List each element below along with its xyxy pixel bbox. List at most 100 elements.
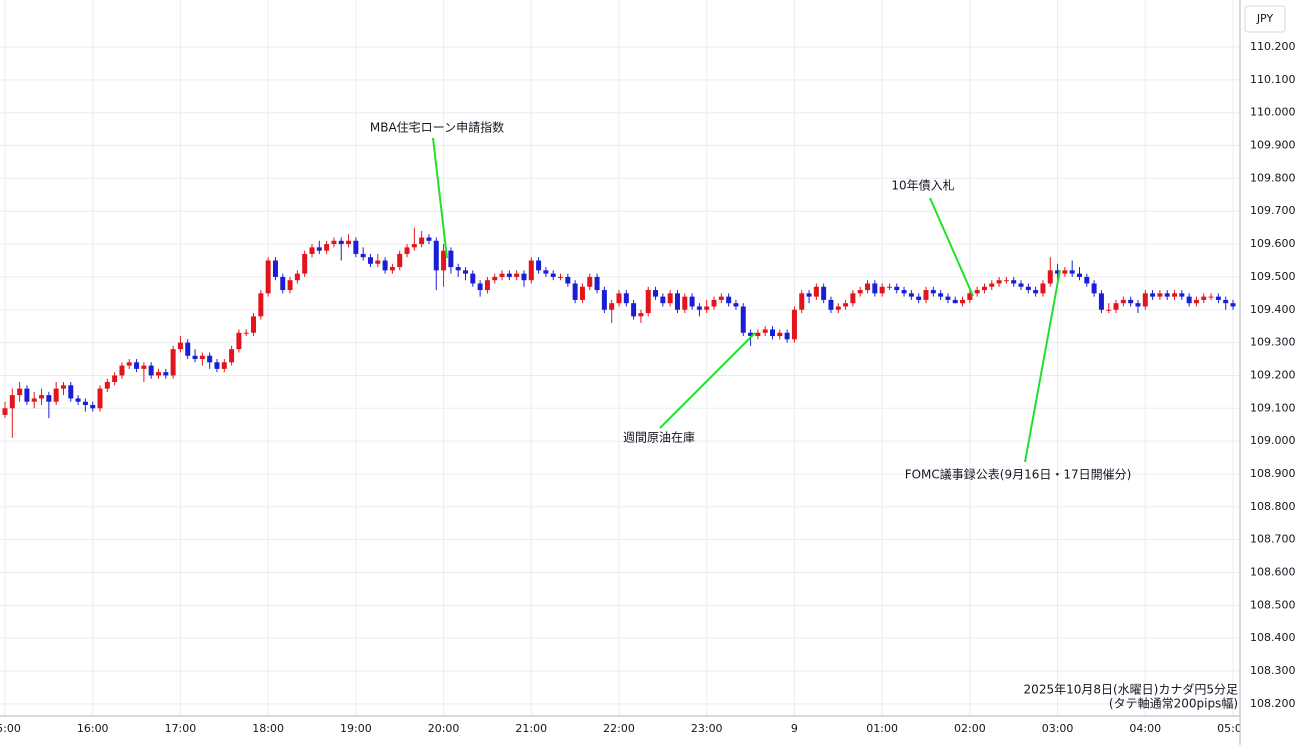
- candle-body: [755, 332, 761, 337]
- candle-body: [17, 388, 23, 396]
- candle-body: [865, 283, 871, 291]
- candle-body: [294, 273, 300, 281]
- candle-body: [1157, 293, 1163, 297]
- candle-body: [156, 372, 161, 376]
- candle-body: [1011, 280, 1017, 284]
- candle-body: [908, 293, 914, 297]
- candle-body: [170, 349, 176, 376]
- candle-body: [1106, 309, 1112, 311]
- candle-body: [828, 299, 834, 310]
- candle-body: [404, 247, 410, 254]
- y-tick-label: 110.000: [1250, 106, 1296, 119]
- candle-body: [653, 290, 659, 297]
- candle-body: [492, 276, 498, 281]
- candle-body: [601, 290, 607, 310]
- candle-body: [104, 382, 110, 389]
- candle-body: [1142, 293, 1148, 307]
- y-tick-label: 108.500: [1250, 598, 1296, 611]
- candle-body: [1135, 303, 1141, 307]
- candle-body: [185, 342, 191, 356]
- candle-body: [543, 270, 549, 274]
- candle-body: [770, 329, 775, 337]
- candle-body: [1230, 303, 1236, 307]
- x-tick-label: 23:00: [691, 722, 723, 735]
- candle-body: [1186, 296, 1192, 304]
- candle-body: [930, 290, 936, 294]
- candle-body: [46, 395, 52, 402]
- candle-body: [258, 293, 264, 317]
- candle-body: [1040, 283, 1046, 294]
- y-tick-label: 108.700: [1250, 533, 1296, 546]
- candle-body: [68, 385, 74, 399]
- candle-body: [433, 240, 439, 271]
- candle-body: [594, 276, 600, 291]
- annotation-line: [929, 197, 974, 297]
- candle-body: [221, 362, 227, 369]
- candle-body: [1055, 270, 1061, 274]
- candle-body: [813, 286, 819, 297]
- candle-body: [806, 293, 812, 297]
- grid: [0, 0, 1240, 716]
- candle-body: [923, 290, 929, 300]
- candle-body: [24, 388, 30, 402]
- candle-body: [382, 260, 388, 271]
- y-tick-label: 109.400: [1250, 303, 1296, 316]
- candle-body: [499, 273, 505, 277]
- candle-body: [192, 355, 198, 360]
- annotation: 10年債入札: [891, 178, 954, 193]
- candle-body: [726, 296, 732, 304]
- candle-body: [1062, 270, 1068, 274]
- candle-body: [280, 276, 286, 291]
- candle-body: [1179, 293, 1185, 297]
- caption: 2025年10月8日(水曜日)カナダ円5分足: [1024, 682, 1238, 697]
- candle-body: [1018, 283, 1024, 287]
- candle-body: [645, 290, 651, 314]
- candle-body: [177, 342, 183, 350]
- candle-body: [112, 375, 118, 383]
- candle-body: [346, 240, 352, 245]
- x-tick-label: 15:00: [0, 722, 21, 735]
- candle-body: [996, 280, 1002, 284]
- candle-body: [938, 293, 944, 297]
- candle-body: [989, 283, 995, 287]
- candle-body: [1208, 296, 1214, 298]
- candle-body: [9, 395, 15, 409]
- candle-body: [579, 286, 585, 300]
- candle-body: [850, 293, 856, 304]
- candle-body: [623, 293, 629, 304]
- candle-body: [777, 332, 783, 337]
- y-tick-label: 108.200: [1250, 697, 1296, 710]
- candle-body: [506, 273, 512, 277]
- x-tick-label: 02:00: [954, 722, 986, 735]
- x-axis: 15:00 16:00 17:00 18:00 19:00 20:00 21:00 22:00…: [0, 722, 1240, 735]
- candle-body: [448, 250, 454, 268]
- candle-body: [229, 349, 235, 363]
- candle-body: [1201, 296, 1207, 300]
- candle-body: [338, 240, 344, 245]
- candle-body: [316, 247, 322, 251]
- y-tick-label: 109.300: [1250, 336, 1296, 349]
- candle-body: [243, 332, 249, 334]
- x-tick-label: 03:00: [1042, 722, 1074, 735]
- candle-body: [1003, 280, 1009, 282]
- annotations: MBA住宅ローン申請指数 週間原油在庫 10年債入札 FOMC議事録公表(9月1…: [370, 120, 1131, 482]
- y-tick-label: 109.800: [1250, 171, 1296, 184]
- candle-body: [901, 290, 907, 294]
- candle-body: [572, 283, 578, 300]
- candle-body: [558, 276, 564, 278]
- candle-body: [60, 385, 66, 389]
- candle-body: [477, 283, 483, 291]
- candle-body: [674, 293, 680, 310]
- candle-body: [1150, 293, 1156, 297]
- x-tick-label: 9: [791, 722, 798, 735]
- y-tick-label: 108.600: [1250, 565, 1296, 578]
- candle-body: [470, 273, 476, 284]
- candle-body: [1193, 299, 1199, 304]
- candle-body: [82, 401, 88, 405]
- candle-body: [945, 296, 951, 300]
- candle-body: [981, 286, 987, 291]
- candle-body: [733, 303, 739, 307]
- candle-body: [565, 276, 571, 284]
- candle-body: [419, 237, 425, 245]
